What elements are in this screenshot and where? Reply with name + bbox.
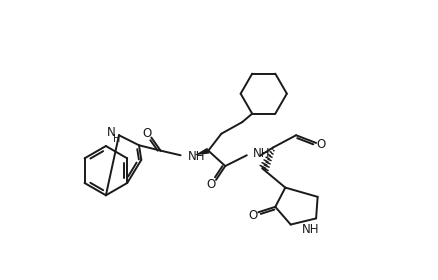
Text: H: H	[113, 134, 120, 144]
Text: NH: NH	[301, 223, 319, 236]
Polygon shape	[194, 148, 209, 155]
Text: O: O	[248, 209, 258, 222]
Text: O: O	[143, 127, 152, 140]
Text: N: N	[107, 127, 116, 139]
Text: NH: NH	[187, 150, 205, 162]
Text: O: O	[207, 178, 216, 191]
Text: NH: NH	[253, 147, 270, 160]
Text: O: O	[316, 138, 325, 151]
